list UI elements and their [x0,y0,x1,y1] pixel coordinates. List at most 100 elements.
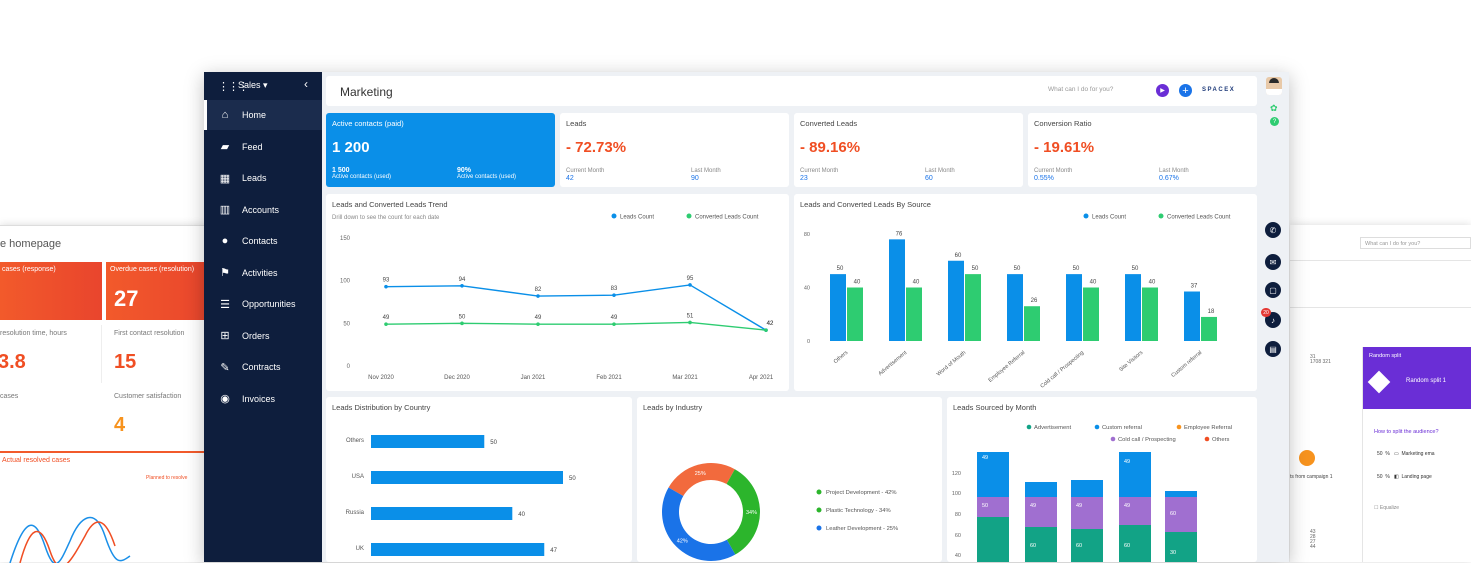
bar [1201,316,1217,341]
stacked-bar-segment [1025,482,1057,497]
chart-title: Leads Sourced by Month [953,403,1036,412]
sidebar-header: ⋮⋮⋮ Sales ▾ ‹ [204,72,322,100]
bg-mini-legend-1: 31 1708 321 [1310,354,1331,365]
kpi-active-contacts[interactable]: Active contacts (paid) 1 200 1 500 Active… [326,113,555,187]
page-title: Marketing [340,85,393,99]
x-tick-label: Word of Mouth [936,350,967,378]
category-label: USA [352,474,364,480]
split-row[interactable]: 50 % ▭ Marketing ema [1377,451,1435,457]
help-icon[interactable]: ? [1270,117,1279,126]
legend-dot [1083,213,1089,219]
x-tick-label: Advertisement [877,350,908,377]
data-label: 26 [1031,298,1038,304]
bg-mini-legend-2: 43 28 27 44 [1310,529,1316,550]
data-label: 49 [1170,455,1176,461]
data-point [384,322,388,326]
split-name: Random split 1 [1406,378,1447,384]
email-icon[interactable]: ✉ [1265,254,1281,270]
leads-sourced-by-month-card: Leads Sourced by Month Advertisement Custo… [947,397,1257,562]
data-label: 50 [972,266,979,272]
x-tick-label: Apr 2021 [749,375,774,381]
split-row[interactable]: 50 % ◧ Landing page [1377,474,1432,480]
bg-toolbar [1290,283,1471,308]
data-label: 42 [767,321,774,327]
data-label: 40 [854,280,861,286]
kpi-leads[interactable]: Leads - 72.73% Current Month 42 Last Mont… [560,113,789,187]
chat-icon[interactable]: ▢ [1265,282,1281,298]
sidebar-item-activities[interactable]: ⚑ Activities [204,258,322,288]
collapse-sidebar-icon[interactable]: ‹ [304,77,308,91]
leads-by-industry-chart[interactable]: Leads by Industry 25% 34% 42% Project Develo… [637,397,942,562]
equalize-checkbox[interactable]: ☐ Equalize [1374,505,1400,511]
y-tick-label: 100 [952,491,961,497]
legend-label: Employee Referral [1184,425,1232,431]
bg-node-icon [1299,450,1315,466]
stacked-bar-segment [1071,497,1103,529]
avatar[interactable] [1266,77,1282,95]
bar [1007,274,1023,341]
bar [847,287,863,341]
legend-dot [686,213,692,219]
kpi-converted-leads[interactable]: Converted Leads - 89.16% Current Month 23… [794,113,1023,187]
legend-label: Custom referral [1102,425,1142,431]
data-label: 49 [1076,503,1082,509]
main-content: Marketing What can I do for you? ▶ + SPA… [322,72,1257,562]
donut-slice [726,469,760,555]
sidebar-item-opportunities[interactable]: ☰ Opportunities [204,289,322,319]
legend-label: Leather Development - 25% [826,526,898,532]
settings-gear-icon[interactable]: ✿ [1270,103,1278,113]
leads-trend-card: Leads and Converted Leads Trend Drill dow… [326,194,789,391]
stacked-bar-segment [1025,527,1057,562]
feed-panel-icon[interactable]: ▤ [1265,341,1281,357]
background-homepage-window: e homepage cases (response) Overdue case… [0,225,212,563]
legend-label: Advertisement [1034,425,1071,431]
legend-dot [816,525,822,531]
x-tick-label: Custom referral [1170,350,1203,379]
sidebar-item-leads[interactable]: ▦ Leads [204,163,322,193]
chart-title: Leads Distribution by Country [332,403,431,412]
leads-by-source-chart[interactable]: Leads and Converted Leads By Source Leads… [794,194,1257,391]
legend-dot [611,213,617,219]
sidebar-item-accounts[interactable]: ▥ Accounts [204,195,322,225]
x-tick-label: Others [833,350,850,365]
data-label: 76 [896,231,903,237]
bg-line-orange [19,521,116,563]
data-label: 50 [1014,266,1021,272]
series-line [385,284,767,331]
legend-dot [1026,424,1032,430]
sidebar-item-feed[interactable]: ▰ Feed [204,132,322,162]
leads-trend-chart[interactable]: Leads and Converted Leads Trend Drill dow… [326,194,789,391]
data-label: 49 [1124,503,1130,509]
sidebar-item-invoices[interactable]: ◉ Invoices [204,384,322,414]
sidebar: ⋮⋮⋮ Sales ▾ ‹ ⌂ Home ▰ Feed ▦ Leads ▥ Accounts ●… [204,72,322,562]
leads-sourced-by-month-chart[interactable]: Leads Sourced by Month Advertisement Custo… [947,397,1257,562]
sidebar-item-label: Contracts [242,362,281,372]
legend-dot [1176,424,1182,430]
phone-icon[interactable]: ✆ [1265,222,1281,238]
chart-title: Leads and Converted Leads Trend [332,200,448,209]
bar [1083,287,1099,341]
chart-title: Leads and Converted Leads By Source [800,200,931,209]
chart-subtitle: Drill down to see the count for each dat… [332,215,440,221]
y-tick-label: 0 [347,364,351,370]
sidebar-item-contracts[interactable]: ✎ Contracts [204,352,322,382]
app-switcher[interactable]: Sales ▾ [238,80,268,90]
data-label: 30 [1170,550,1176,556]
data-label: 49 [535,315,542,321]
bg-divider [1290,260,1471,261]
sidebar-item-label: Home [242,110,267,120]
leads-by-country-chart[interactable]: Leads Distribution by Country Others 50 USA… [326,397,632,562]
sidebar-item-home[interactable]: ⌂ Home [204,100,322,130]
data-label: 49 [1030,459,1036,465]
stacked-bar-segment [1025,497,1057,527]
data-point [612,322,616,326]
add-icon[interactable]: + [1179,84,1192,97]
search-input[interactable]: What can I do for you? [1048,86,1114,93]
bg-kpi-card: cases [0,393,19,400]
app-grid-icon[interactable]: ⋮⋮⋮ [218,81,249,93]
sidebar-item-orders[interactable]: ⊞ Orders [204,321,322,351]
kpi-conversion-ratio[interactable]: Conversion Ratio - 19.61% Current Month 0… [1028,113,1257,187]
bar [1142,287,1158,341]
play-icon[interactable]: ▶ [1156,84,1169,97]
sidebar-item-contacts[interactable]: ● Contacts [204,226,322,256]
